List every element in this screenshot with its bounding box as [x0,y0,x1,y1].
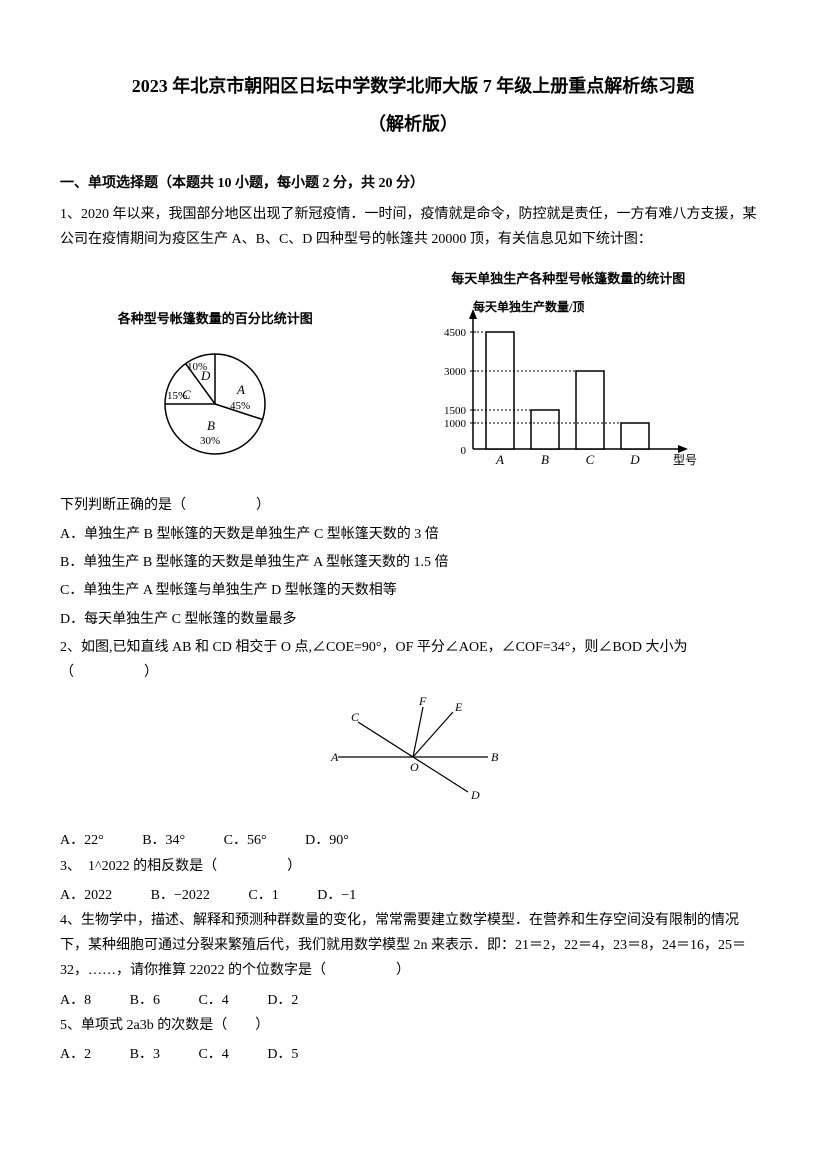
q5-opt-d: D．5 [267,1042,298,1067]
question-5-text: 5、单项式 2a3b 的次数是（ ） [60,1013,766,1038]
q1-opt-d: D．每天单独生产 C 型帐篷的数量最多 [60,607,766,632]
q3-opt-b: B．−2022 [151,883,210,908]
q5-options: A．2 B．3 C．4 D．5 [60,1042,766,1067]
q3-opt-a: A．2022 [60,883,112,908]
question-1-text: 1、2020 年以来，我国部分地区出现了新冠疫情．一时间，疫情就是命令，防控就是… [60,202,766,252]
q5-opt-c: C．4 [198,1042,228,1067]
q5-opt-b: B．3 [130,1042,160,1067]
angle-figure: A B C D E F O [60,697,766,816]
q2-opt-b: B．34° [142,828,185,853]
q1-opt-c: C．单独生产 A 型帐篷与单独生产 D 型帐篷的天数相等 [60,578,766,603]
q3-opt-d: D．−1 [317,883,356,908]
bar-xlabel: 型号 [673,453,697,467]
bar-a [486,332,514,449]
q2-opt-a: A．22° [60,828,104,853]
page-subtitle: （解析版） [60,108,766,140]
bar-chart-svg: 每天单独生产数量/顶 0 1000 1500 3000 4500 [428,299,708,469]
ytick-4500: 4500 [444,327,467,339]
q4-opt-a: A．8 [60,988,91,1013]
svg-text:O: O [410,760,419,774]
question-1-prompt: 下列判断正确的是（ ） [60,493,766,518]
bar-b [531,410,559,449]
pie-pct-d: 10% [187,361,207,373]
question-4-text: 4、生物学中，描述、解释和预测种群数量的变化，常常需要建立数学模型．在营养和生存… [60,908,766,984]
pie-chart-svg: A 45% B 30% C 15% D 10% [145,339,285,469]
q2-options: A．22° B．34° C．56° D．90° [60,828,766,853]
bar-c [576,371,604,449]
pie-label-b: B [207,418,215,433]
q4-opt-d: D．2 [267,988,298,1013]
svg-text:D: D [470,788,480,802]
bar-d [621,423,649,449]
q5-opt-a: A．2 [60,1042,91,1067]
svg-text:E: E [454,700,463,714]
q3-options: A．2022 B．−2022 C．1 D．−1 [60,883,766,908]
charts-row: 各种型号帐篷数量的百分比统计图 A 45% B 30% C 15% D 10% [60,267,766,478]
bar-ylabel: 每天单独生产数量/顶 [473,299,584,314]
pie-label-a: A [236,382,245,397]
bar-chart-block: 每天单独生产各种型号帐篷数量的统计图 每天单独生产数量/顶 0 1000 150… [428,267,708,478]
svg-text:C: C [351,710,360,724]
q4-opt-c: C．4 [198,988,228,1013]
ytick-1000: 1000 [444,418,467,430]
ytick-1500: 1500 [444,405,467,417]
xlabel-a: A [495,452,504,467]
xlabel-d: D [630,452,641,467]
q1-opt-a: A．单独生产 B 型帐篷的天数是单独生产 C 型帐篷天数的 3 倍 [60,522,766,547]
pie-chart-title: 各种型号帐篷数量的百分比统计图 [118,307,313,330]
xlabel-b: B [541,452,549,467]
q4-options: A．8 B．6 C．4 D．2 [60,988,766,1013]
pie-pct-c: 15% [167,390,187,402]
question-2-text: 2、如图,已知直线 AB 和 CD 相交于 O 点,∠COE=90°，OF 平分… [60,635,766,685]
ytick-0: 0 [461,445,467,457]
svg-text:A: A [330,750,339,764]
question-3-text: 3、 1^2022 的相反数是（ ） [60,854,766,879]
section-header: 一、单项选择题（本题共 10 小题，每小题 2 分，共 20 分） [60,171,766,196]
ytick-3000: 3000 [444,366,467,378]
bar-chart-title: 每天单独生产各种型号帐篷数量的统计图 [428,267,708,290]
q1-opt-b: B．单独生产 B 型帐篷的天数是单独生产 A 型帐篷天数的 1.5 倍 [60,550,766,575]
svg-text:F: F [418,697,427,708]
q2-opt-c: C．56° [224,828,267,853]
pie-pct-a: 45% [230,400,250,412]
page-title: 2023 年北京市朝阳区日坛中学数学北师大版 7 年级上册重点解析练习题 [60,70,766,102]
pie-chart-block: 各种型号帐篷数量的百分比统计图 A 45% B 30% C 15% D 10% [118,307,313,478]
q4-opt-b: B．6 [130,988,160,1013]
xlabel-c: C [586,452,595,467]
q2-opt-d: D．90° [305,828,349,853]
q3-opt-c: C．1 [248,883,278,908]
pie-pct-b: 30% [200,435,220,447]
svg-text:B: B [491,750,499,764]
